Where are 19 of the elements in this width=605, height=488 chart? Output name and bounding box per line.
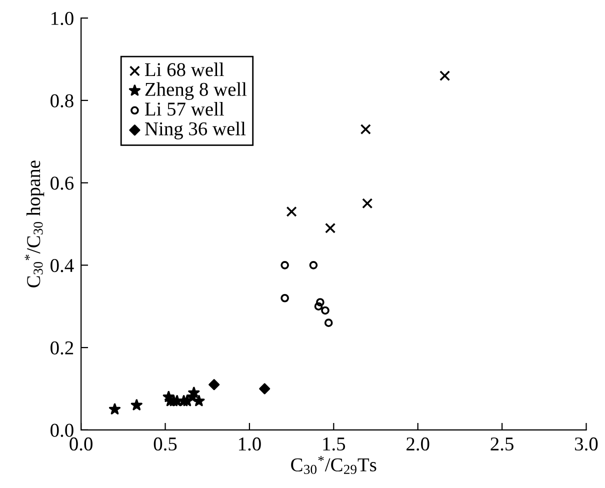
y-axis-title: C$_{30}$$^{*}$/C$_{30}$ hopane xyxy=(24,160,44,288)
x-tick-label: 0.0 xyxy=(70,437,92,451)
y-tick-label: 0.8 xyxy=(50,94,74,108)
y-tick-label: 0.0 xyxy=(50,424,74,437)
legend-label: Li 68 well xyxy=(144,62,224,76)
x-axis-title: C$_{30}$$^{*}$/C$_{29}$Ts xyxy=(291,456,376,474)
y-tick-label: 0.2 xyxy=(50,341,74,355)
y-tick-label: 0.6 xyxy=(50,176,74,190)
y-tick-label: 1.0 xyxy=(52,12,74,26)
y-tick-label: 0.4 xyxy=(50,258,74,272)
x-tick-label: 2.0 xyxy=(406,437,430,451)
legend-label: Zheng 8 well xyxy=(145,82,247,100)
legend-label: Ning 36 well xyxy=(144,122,246,140)
x-tick-label: 2.5 xyxy=(490,437,514,451)
x-tick-label: 0.5 xyxy=(154,437,177,451)
x-tick-label: 1.0 xyxy=(239,437,261,451)
x-tick-label: 1.5 xyxy=(323,438,346,451)
x-tick-label: 3.0 xyxy=(575,437,598,451)
legend-label: Li 57 well xyxy=(144,102,224,116)
